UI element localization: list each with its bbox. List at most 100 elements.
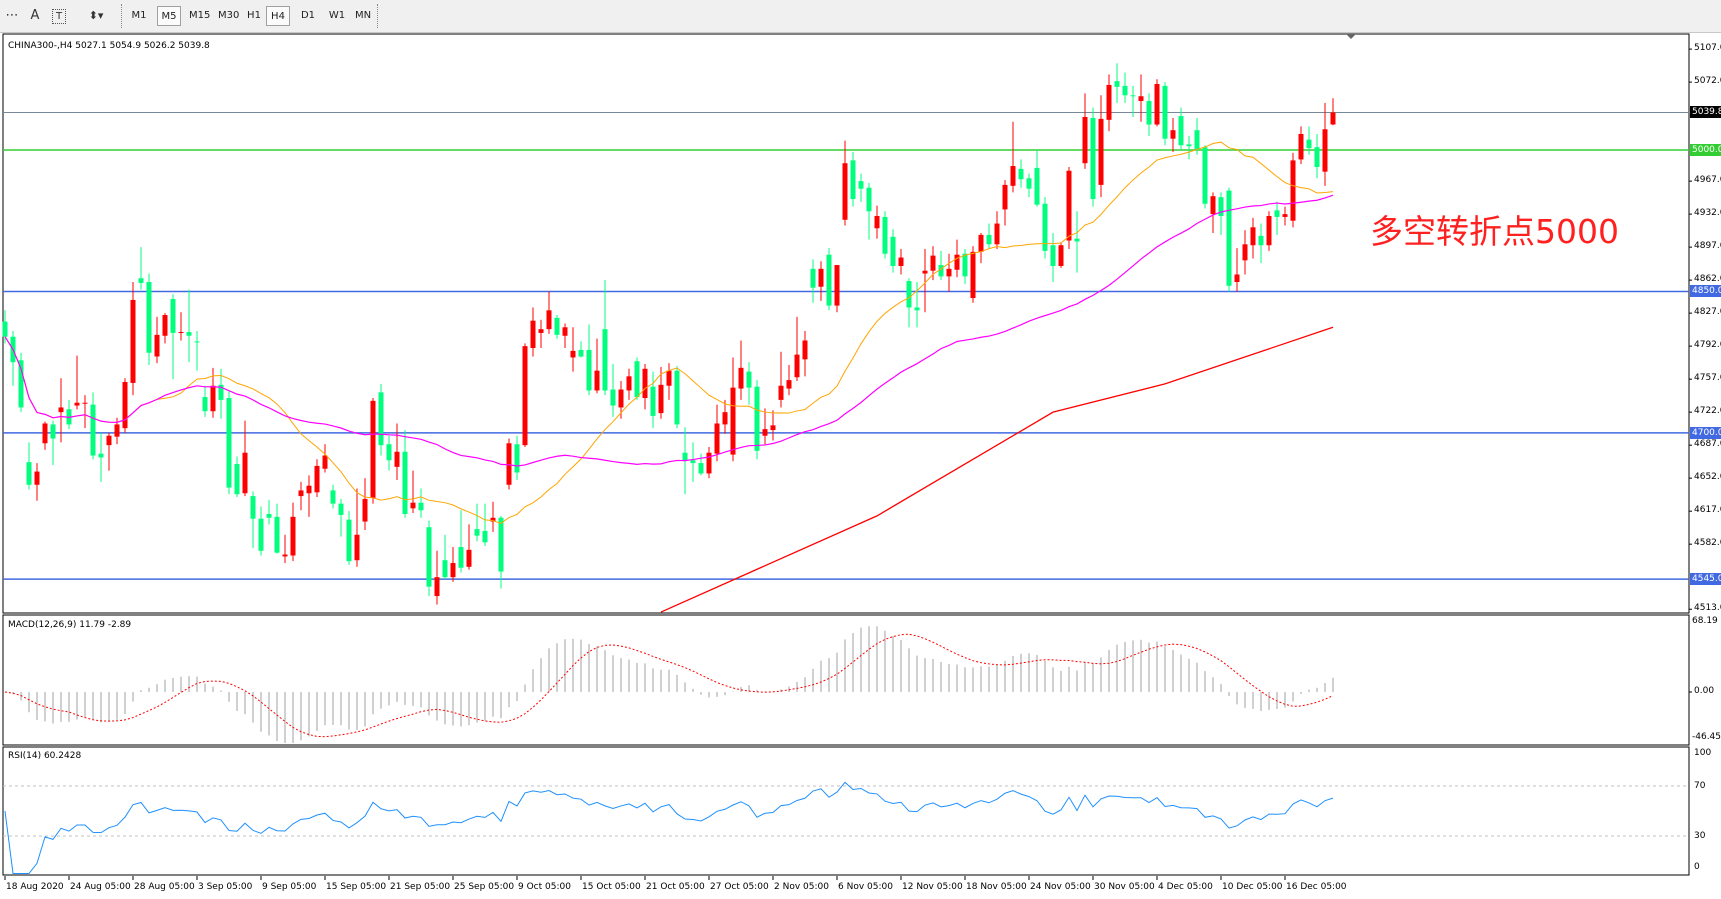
timeframe-mn-button[interactable]: MN <box>354 10 372 21</box>
timeframe-h4-button[interactable]: H4 <box>266 6 290 26</box>
level-price-tag: 5000.0 <box>1690 144 1721 156</box>
candle-body <box>994 223 1000 245</box>
candle-body <box>386 444 392 461</box>
candle-body <box>546 310 552 330</box>
date-label: 24 Aug 05:00 <box>70 882 131 892</box>
candle-body <box>514 444 520 473</box>
candle-body <box>226 398 232 488</box>
timeframe-m30-button[interactable]: M30 <box>218 10 240 21</box>
candle-body <box>154 334 160 357</box>
date-label: 15 Sep 05:00 <box>326 882 387 892</box>
candle-body <box>138 278 144 283</box>
timeframe-m5-button[interactable]: M5 <box>157 6 181 26</box>
rsi-pane-frame <box>2 746 1690 876</box>
candle-body <box>418 502 424 511</box>
candle-body <box>1018 168 1024 180</box>
candle-body <box>1034 167 1040 205</box>
candle-body <box>34 471 40 485</box>
arrows-icon[interactable]: ⬍▾ <box>88 9 104 22</box>
price-tick-label: 4617.0 <box>1694 505 1721 516</box>
timeframe-m1-button[interactable]: M1 <box>131 10 147 21</box>
candle-body <box>922 270 928 274</box>
candle-body <box>18 360 24 408</box>
date-label: 9 Oct 05:00 <box>518 882 571 892</box>
price-tick-label: 4792.0 <box>1694 340 1721 351</box>
rsi-tick-30: 30 <box>1694 831 1706 841</box>
candle-body <box>250 496 256 519</box>
candle-body <box>1146 100 1152 125</box>
macd-label: MACD(12,26,9) 11.79 -2.89 <box>8 620 132 630</box>
candle-body <box>162 315 168 336</box>
date-label: 2 Nov 05:00 <box>774 882 829 892</box>
candle-body <box>434 577 440 597</box>
candle-body <box>722 412 728 425</box>
macd-min-label: -46.45 <box>1692 732 1721 742</box>
level-price-tag: 4850.0 <box>1690 285 1721 298</box>
candle-body <box>1106 84 1112 120</box>
macd-max-label: 68.19 <box>1692 616 1718 626</box>
candle-body <box>786 380 792 389</box>
candle-body <box>1082 116 1088 164</box>
timeframe-w1-button[interactable]: W1 <box>328 10 346 21</box>
candle-body <box>1098 118 1104 185</box>
candle-body <box>946 268 952 277</box>
candle-body <box>626 376 632 391</box>
candle-body <box>346 519 352 562</box>
rsi-line <box>4 781 1334 874</box>
price-tick-label: 4513.0 <box>1694 603 1721 614</box>
date-label: 16 Dec 05:00 <box>1286 882 1347 892</box>
chart-shift-marker-icon[interactable] <box>1346 34 1356 39</box>
candle-body <box>794 354 800 378</box>
candle-body <box>314 465 320 493</box>
candle-body <box>402 451 408 514</box>
timeframe-h1-button[interactable]: H1 <box>247 10 261 21</box>
period-separator-icon[interactable]: ⋯ <box>5 8 19 23</box>
candle-body <box>106 435 112 446</box>
candle-body <box>1138 96 1144 101</box>
candle-body <box>1218 197 1224 217</box>
text-label-icon[interactable]: T <box>52 9 66 24</box>
candle-body <box>650 386 656 416</box>
date-label: 6 Nov 05:00 <box>838 882 893 892</box>
candle-body <box>554 317 560 335</box>
candle-body <box>282 554 288 557</box>
candle-body <box>298 490 304 497</box>
current-price-tag: 5039.8 <box>1690 106 1721 119</box>
candle-body <box>538 329 544 333</box>
candle-body <box>642 368 648 399</box>
price-tick-label: 4757.0 <box>1694 373 1721 384</box>
toolbar-separator <box>377 4 380 28</box>
candle-body <box>754 386 760 451</box>
text-icon[interactable]: A <box>30 8 40 23</box>
candle-body <box>810 268 816 288</box>
price-tick-label: 4827.0 <box>1694 307 1721 318</box>
candle-body <box>1122 85 1128 96</box>
candle-body <box>1274 210 1280 217</box>
candle-body <box>1202 147 1208 204</box>
candle-body <box>674 370 680 425</box>
candle-body <box>826 254 832 306</box>
candle-body <box>1114 81 1120 87</box>
level-price-tag: 4545.0 <box>1690 573 1721 586</box>
timeframe-m15-button[interactable]: M15 <box>189 10 211 21</box>
candle-body <box>738 367 744 389</box>
candle-body <box>610 389 616 406</box>
candle-body <box>1154 83 1160 125</box>
ma-slow-line <box>660 326 1334 613</box>
candle-body <box>818 268 824 287</box>
candle-body <box>114 424 120 437</box>
candle-body <box>866 187 872 212</box>
candle-body <box>218 384 224 400</box>
timeframe-d1-button[interactable]: D1 <box>300 10 316 21</box>
candle-body <box>266 513 272 518</box>
candle-body <box>634 361 640 398</box>
candle-body <box>290 516 296 556</box>
candle-body <box>954 254 960 270</box>
candle-body <box>858 181 864 189</box>
candle-body <box>410 502 416 509</box>
candle-body <box>730 387 736 455</box>
candle-body <box>1250 227 1256 246</box>
candle-body <box>1090 117 1096 200</box>
toolbar: ⋯ A T ⬍▾ M1 M5 M15 M30 H1 H4 D1 W1 MN <box>0 0 1721 33</box>
